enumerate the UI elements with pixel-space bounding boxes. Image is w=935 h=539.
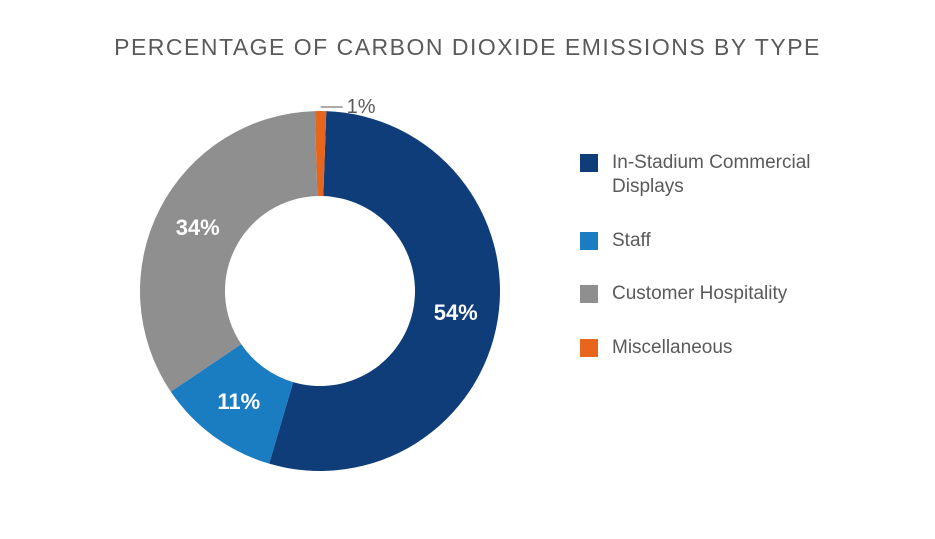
chart-title: PERCENTAGE OF CARBON DIOXIDE EMISSIONS B…: [0, 0, 935, 61]
legend-swatch: [580, 232, 598, 250]
legend-swatch: [580, 154, 598, 172]
chart-area: 54% 11% 34% 1% In-Stadium Commercial Displa…: [0, 61, 935, 521]
legend-item: In-Stadium Commercial Displays: [580, 151, 812, 199]
slice-label: 11%: [217, 389, 260, 414]
legend-item: Customer Hospitality: [580, 282, 812, 306]
legend-swatch: [580, 285, 598, 303]
legend-swatch: [580, 339, 598, 357]
legend-label: Staff: [612, 229, 651, 253]
donut-slice: [140, 111, 317, 392]
legend-label: In-Stadium Commercial Displays: [612, 151, 812, 199]
slice-label: 54%: [434, 300, 478, 325]
legend-label: Customer Hospitality: [612, 282, 787, 306]
legend-label: Miscellaneous: [612, 336, 732, 360]
legend-item: Staff: [580, 229, 812, 253]
slice-label: 34%: [176, 215, 220, 240]
legend-item: Miscellaneous: [580, 336, 812, 360]
slice-label: 1%: [347, 96, 376, 118]
donut-chart: 54%11%34%1%: [110, 91, 470, 451]
legend: In-Stadium Commercial Displays Staff Custo…: [580, 151, 812, 390]
